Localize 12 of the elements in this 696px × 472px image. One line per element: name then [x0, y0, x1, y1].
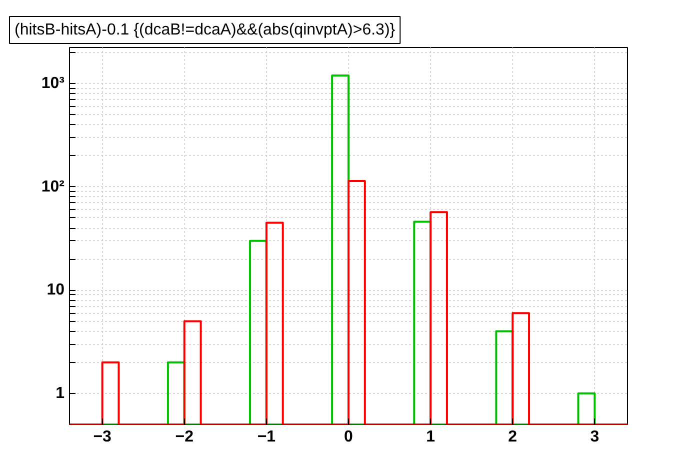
y-tick-label: 10³: [41, 75, 64, 92]
y-tick-label: 10: [46, 282, 65, 299]
x-tick-label: 3: [590, 428, 600, 446]
y-tick-label: 10²: [41, 178, 64, 196]
x-tick-label: −1: [257, 428, 276, 446]
y-tick-label: 1: [56, 384, 65, 402]
x-tick-label: −3: [93, 428, 112, 446]
x-tick-label: −2: [175, 428, 194, 446]
x-tick-label: 1: [426, 428, 436, 446]
chart-title: (hitsB-hitsA)-0.1 {(dcaB!=dcaA)&&(abs(qinvptA)>6.3)}: [14, 22, 396, 38]
x-tick-label: 0: [344, 428, 354, 446]
x-tick-label: 2: [508, 428, 518, 446]
